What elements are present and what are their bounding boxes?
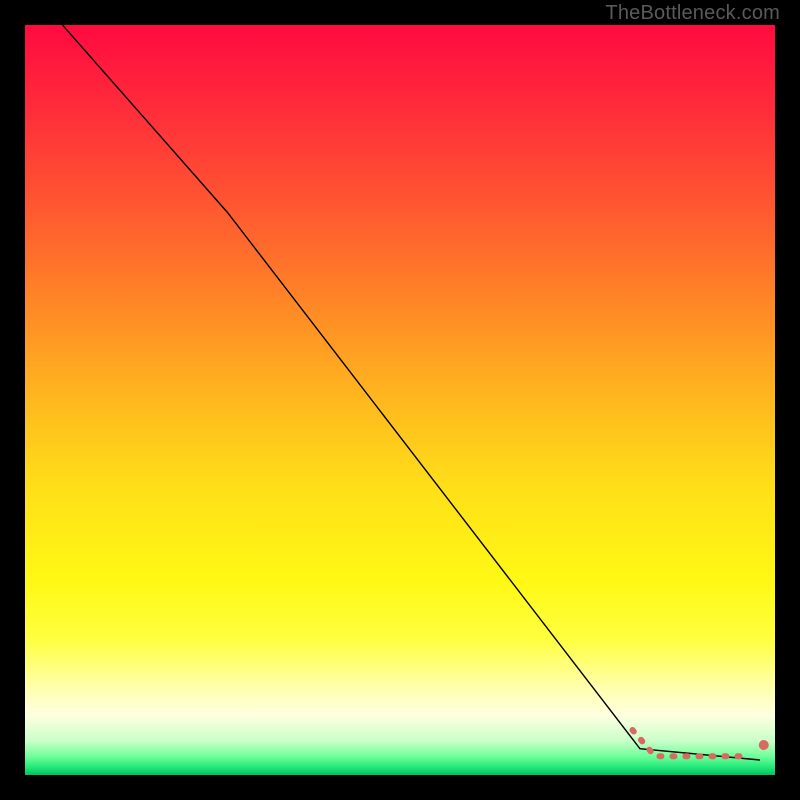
chart-svg (25, 25, 775, 775)
marker-end_marker (759, 740, 769, 750)
gradient-background (25, 25, 775, 775)
chart-area (25, 25, 775, 775)
watermark-text: TheBottleneck.com (605, 2, 780, 25)
